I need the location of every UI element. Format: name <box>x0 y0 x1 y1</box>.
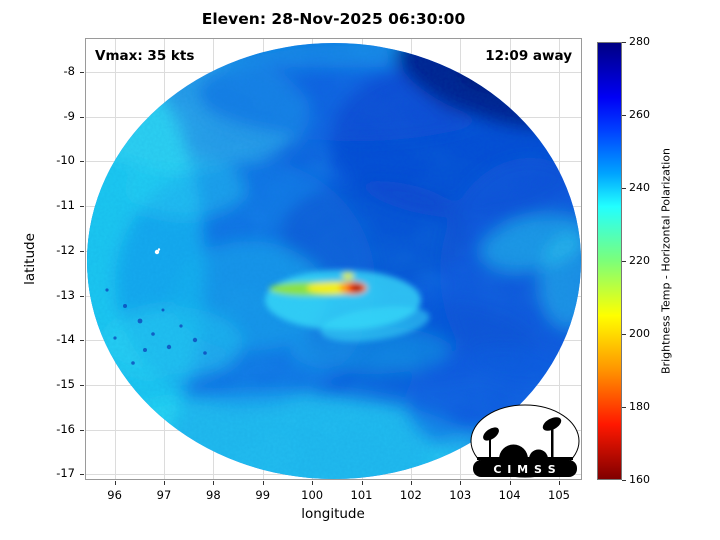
y-tick-mark <box>80 384 84 386</box>
time-remaining-label: 12:09 away <box>485 48 572 64</box>
x-tick-mark <box>312 481 314 485</box>
y-tick-label: -10 <box>56 153 75 168</box>
x-tick-label: 99 <box>255 488 271 502</box>
x-tick-mark <box>410 481 412 485</box>
y-tick-label: -16 <box>56 421 75 436</box>
colorbar-tick-label: 220 <box>629 254 650 267</box>
y-tick-label: -8 <box>63 64 75 78</box>
y-tick-label: -13 <box>56 287 75 302</box>
x-tick-mark <box>509 481 511 485</box>
colorbar-tick-mark <box>622 115 626 116</box>
y-axis-label: latitude <box>22 233 38 285</box>
cimss-logo: C I M S S <box>470 404 580 478</box>
x-tick-label: 100 <box>301 488 324 502</box>
colorbar <box>597 42 622 480</box>
x-tick-label: 102 <box>399 488 422 502</box>
x-tick-mark <box>262 481 264 485</box>
y-tick-label: -15 <box>56 376 75 391</box>
y-tick-mark <box>80 429 84 431</box>
y-tick-label: -17 <box>56 466 75 481</box>
y-tick-label: -14 <box>56 332 75 347</box>
missing-data-gap <box>154 248 161 255</box>
y-tick-mark <box>80 295 84 297</box>
y-tick-mark <box>80 250 84 252</box>
x-tick-label: 104 <box>498 488 521 502</box>
x-axis-label: longitude <box>301 506 365 522</box>
y-tick-label: -9 <box>63 108 75 123</box>
swath-ellipse <box>87 43 581 479</box>
logo-radome-large-icon <box>499 444 528 459</box>
colorbar-tick-mark <box>622 42 626 43</box>
colorbar-tick-label: 260 <box>629 108 650 121</box>
x-tick-label: 96 <box>107 488 122 502</box>
colorbar-tick-label: 160 <box>629 473 650 486</box>
vmax-label: Vmax: 35 kts <box>95 48 195 64</box>
colorbar-tick-mark <box>622 334 626 335</box>
x-tick-mark <box>361 481 363 485</box>
x-tick-mark <box>213 481 215 485</box>
y-tick-mark <box>80 161 84 163</box>
logo-radome-small-icon <box>529 449 548 459</box>
logo-dish-tower-icon <box>542 417 562 431</box>
satellite-swath-image: C I M S S <box>87 43 581 479</box>
cimss-logo-text: C I M S S <box>493 463 556 476</box>
colorbar-tick-label: 180 <box>629 400 650 413</box>
colorbar-tick-mark <box>622 188 626 189</box>
y-tick-label: -11 <box>56 198 75 213</box>
y-tick-mark <box>80 206 84 208</box>
y-tick-mark <box>80 116 84 118</box>
y-tick-mark <box>80 340 84 342</box>
y-tick-mark <box>80 474 84 476</box>
x-tick-label: 98 <box>206 488 221 502</box>
x-tick-label: 101 <box>350 488 373 502</box>
detail-speckles <box>105 288 207 365</box>
x-tick-label: 103 <box>449 488 472 502</box>
plot-area: C I M S S Vmax: 35 kts 12:09 away <box>85 38 582 480</box>
storm-core <box>352 285 362 291</box>
x-tick-mark <box>559 481 561 485</box>
colorbar-tick-label: 240 <box>629 181 650 194</box>
colorbar-tick-label: 280 <box>629 35 650 48</box>
colorbar-tick-mark <box>622 480 626 481</box>
x-tick-label: 105 <box>548 488 570 502</box>
x-tick-mark <box>163 481 165 485</box>
storm-center-feature <box>265 270 430 342</box>
colorbar-tick-label: 200 <box>629 327 650 340</box>
y-tick-label: -12 <box>56 242 75 257</box>
x-tick-mark <box>460 481 462 485</box>
y-tick-mark <box>80 72 84 73</box>
colorbar-tick-mark <box>622 261 626 262</box>
x-tick-mark <box>114 481 116 485</box>
x-tick-label: 97 <box>156 488 172 502</box>
figure-title: Eleven: 28-Nov-2025 06:30:00 <box>201 10 466 28</box>
colorbar-tick-mark <box>622 407 626 408</box>
